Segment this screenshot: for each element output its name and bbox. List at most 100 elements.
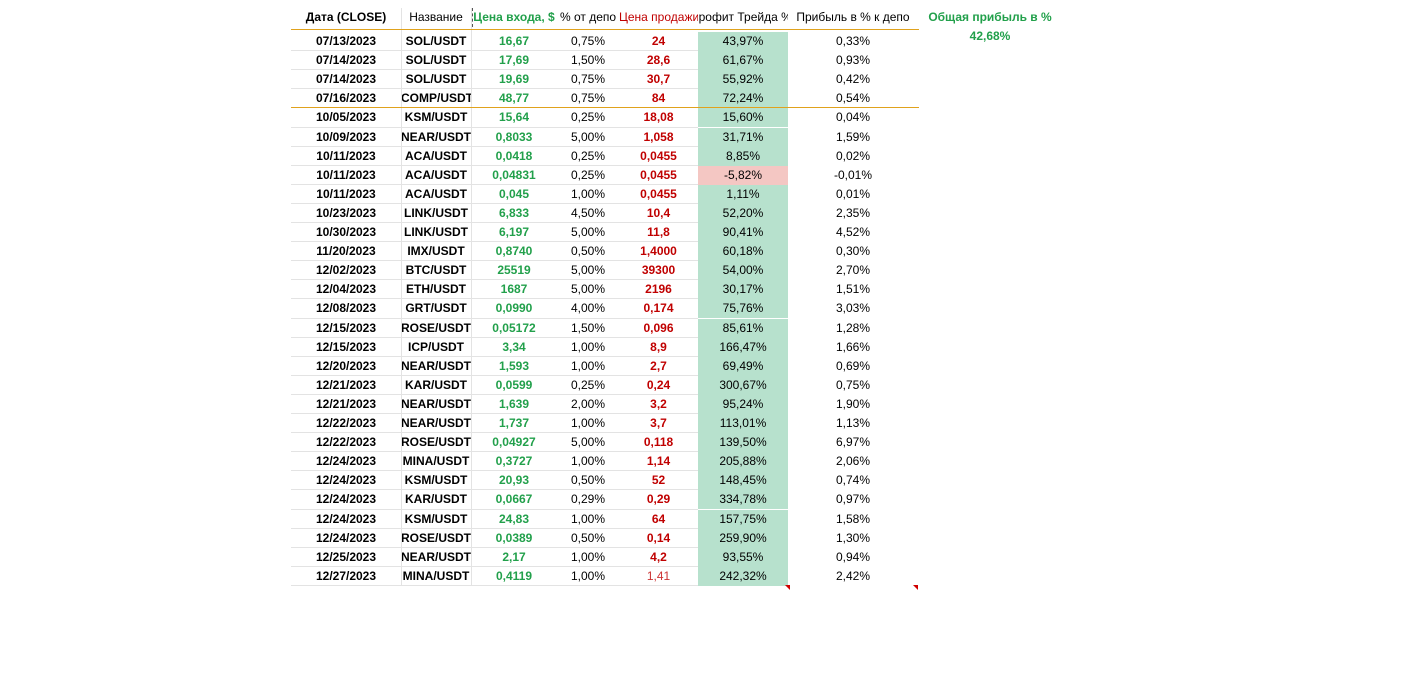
cell-date[interactable]: 11/20/2023 bbox=[316, 244, 376, 259]
cell-name[interactable]: NEAR/USDT bbox=[401, 549, 471, 564]
cell-trade-profit[interactable]: 157,75% bbox=[698, 509, 788, 529]
cell-entry-price[interactable]: 0,4119 bbox=[495, 568, 533, 583]
cell-entry-price[interactable]: 0,0389 bbox=[495, 530, 533, 545]
cell-name[interactable]: MINA/USDT bbox=[402, 568, 470, 583]
cell-date[interactable]: 07/14/2023 bbox=[315, 72, 377, 87]
cell-sell-price[interactable]: 39300 bbox=[641, 263, 676, 278]
cell-deposit-share[interactable]: 5,00% bbox=[570, 282, 606, 297]
cell-entry-price[interactable]: 25519 bbox=[497, 263, 531, 278]
cell-sell-price[interactable]: 0,24 bbox=[646, 377, 671, 392]
cell-trade-profit[interactable]: 31,71% bbox=[698, 127, 788, 147]
cell-name[interactable]: KSM/USDT bbox=[404, 110, 468, 125]
header-deposit-share[interactable]: % от депо bbox=[559, 10, 617, 24]
cell-trade-profit[interactable]: 93,55% bbox=[698, 547, 788, 567]
cell-sell-price[interactable]: 0,29 bbox=[646, 492, 671, 507]
cell-date[interactable]: 12/27/2023 bbox=[315, 568, 377, 583]
cell-deposit-profit[interactable]: 0,02% bbox=[835, 148, 871, 163]
cell-trade-profit[interactable]: 300,67% bbox=[698, 375, 788, 395]
cell-trade-profit[interactable]: 30,17% bbox=[698, 280, 788, 300]
cell-trade-profit[interactable]: 259,90% bbox=[698, 528, 788, 548]
cell-sell-price[interactable]: 30,7 bbox=[646, 72, 671, 87]
cell-name[interactable]: LINK/USDT bbox=[404, 225, 468, 239]
cell-deposit-profit[interactable]: 0,42% bbox=[835, 72, 871, 87]
comment-marker-icon[interactable] bbox=[785, 584, 790, 590]
cell-trade-profit[interactable]: 15,60% bbox=[698, 108, 788, 128]
cell-date[interactable]: 12/02/2023 bbox=[315, 263, 377, 278]
cell-deposit-share[interactable]: 0,75% bbox=[570, 34, 606, 48]
cell-sell-price[interactable]: 2196 bbox=[645, 282, 672, 297]
cell-name[interactable]: LINK/USDT bbox=[404, 205, 468, 220]
cell-deposit-profit[interactable]: 0,69% bbox=[835, 358, 871, 373]
cell-date[interactable]: 07/14/2023 bbox=[315, 53, 377, 68]
cell-sell-price[interactable]: 52 bbox=[651, 473, 666, 488]
cell-deposit-profit[interactable]: 1,90% bbox=[835, 396, 871, 411]
cell-name[interactable]: NEAR/USDT bbox=[401, 416, 471, 430]
cell-date[interactable]: 07/13/2023 bbox=[315, 34, 377, 48]
cell-deposit-share[interactable]: 1,00% bbox=[570, 549, 606, 564]
cell-entry-price[interactable]: 0,3727 bbox=[495, 454, 533, 469]
cell-trade-profit[interactable]: 61,67% bbox=[698, 51, 788, 71]
cell-date[interactable]: 10/23/2023 bbox=[315, 205, 377, 220]
cell-deposit-share[interactable]: 1,00% bbox=[570, 186, 606, 201]
cell-deposit-share[interactable]: 0,50% bbox=[570, 530, 606, 545]
cell-deposit-profit[interactable]: 1,51% bbox=[835, 282, 871, 297]
cell-deposit-profit[interactable]: 3,03% bbox=[835, 301, 871, 316]
cell-entry-price[interactable]: 0,04831 bbox=[492, 167, 536, 182]
cell-deposit-profit[interactable]: 2,70% bbox=[835, 263, 871, 278]
cell-entry-price[interactable]: 20,93 bbox=[498, 473, 530, 488]
cell-deposit-profit[interactable]: 0,04% bbox=[835, 110, 871, 125]
cell-deposit-share[interactable]: 1,50% bbox=[570, 320, 606, 335]
cell-deposit-profit[interactable]: 1,58% bbox=[835, 511, 871, 526]
cell-entry-price[interactable]: 19,69 bbox=[498, 72, 530, 87]
cell-name[interactable]: ETH/USDT bbox=[406, 282, 466, 297]
cell-sell-price[interactable]: 0,14 bbox=[646, 530, 671, 545]
cell-sell-price[interactable]: 0,174 bbox=[643, 301, 674, 316]
cell-entry-price[interactable]: 3,34 bbox=[502, 339, 526, 354]
cell-trade-profit[interactable]: 60,18% bbox=[698, 242, 788, 262]
cell-date[interactable]: 10/05/2023 bbox=[315, 110, 377, 125]
cell-deposit-profit[interactable]: 1,59% bbox=[835, 129, 871, 144]
cell-deposit-profit[interactable]: 0,93% bbox=[835, 53, 871, 68]
cell-sell-price[interactable]: 0,096 bbox=[643, 320, 674, 335]
cell-entry-price[interactable]: 0,045 bbox=[498, 186, 530, 201]
cell-deposit-profit[interactable]: 0,74% bbox=[835, 473, 871, 488]
cell-entry-price[interactable]: 2,17 bbox=[502, 549, 526, 564]
cell-deposit-profit[interactable]: 1,28% bbox=[835, 320, 871, 335]
cell-date[interactable]: 12/21/2023 bbox=[315, 377, 377, 392]
cell-trade-profit[interactable]: 205,88% bbox=[698, 452, 788, 472]
header-entry-price[interactable]: Цена входа, $ bbox=[473, 10, 555, 24]
cell-deposit-profit[interactable]: 0,01% bbox=[835, 186, 871, 201]
cell-entry-price[interactable]: 6,833 bbox=[498, 205, 530, 220]
cell-name[interactable]: SOL/USDT bbox=[405, 53, 467, 68]
cell-name[interactable]: ACA/USDT bbox=[405, 148, 467, 163]
cell-deposit-profit[interactable]: 0,30% bbox=[835, 244, 871, 259]
cell-deposit-share[interactable]: 1,00% bbox=[570, 454, 606, 469]
cell-date[interactable]: 10/30/2023 bbox=[315, 225, 377, 239]
cell-deposit-share[interactable]: 0,25% bbox=[570, 377, 606, 392]
cell-sell-price[interactable]: 0,0455 bbox=[640, 148, 677, 163]
cell-deposit-profit[interactable]: 1,13% bbox=[835, 416, 871, 430]
cell-date[interactable]: 12/15/2023 bbox=[315, 320, 377, 335]
cell-deposit-share[interactable]: 0,29% bbox=[570, 492, 606, 507]
cell-date[interactable]: 12/22/2023 bbox=[315, 416, 377, 430]
cell-deposit-share[interactable]: 5,00% bbox=[570, 263, 606, 278]
cell-trade-profit[interactable]: 139,50% bbox=[698, 433, 788, 453]
total-profit-label[interactable]: Общая прибыль в % bbox=[928, 10, 1052, 24]
cell-deposit-profit[interactable]: 2,06% bbox=[835, 454, 871, 469]
cell-entry-price[interactable]: 1687 bbox=[500, 282, 528, 297]
cell-trade-profit[interactable]: 148,45% bbox=[698, 471, 788, 491]
cell-date[interactable]: 10/11/2023 bbox=[316, 186, 376, 201]
cell-sell-price[interactable]: 4,2 bbox=[650, 549, 667, 564]
cell-date[interactable]: 12/15/2023 bbox=[315, 339, 377, 354]
cell-trade-profit[interactable]: 52,20% bbox=[698, 203, 788, 223]
cell-sell-price[interactable]: 24 bbox=[651, 34, 666, 48]
cell-deposit-share[interactable]: 1,00% bbox=[570, 358, 606, 373]
cell-entry-price[interactable]: 17,69 bbox=[498, 53, 530, 68]
cell-deposit-profit[interactable]: 0,75% bbox=[835, 377, 871, 392]
cell-entry-price[interactable]: 0,0990 bbox=[495, 301, 533, 316]
cell-deposit-share[interactable]: 0,75% bbox=[570, 72, 606, 87]
cell-sell-price[interactable]: 28,6 bbox=[646, 53, 671, 68]
cell-name[interactable]: GRT/USDT bbox=[405, 301, 467, 316]
cell-deposit-share[interactable]: 1,00% bbox=[570, 416, 606, 430]
cell-trade-profit[interactable]: 43,97% bbox=[698, 32, 788, 51]
